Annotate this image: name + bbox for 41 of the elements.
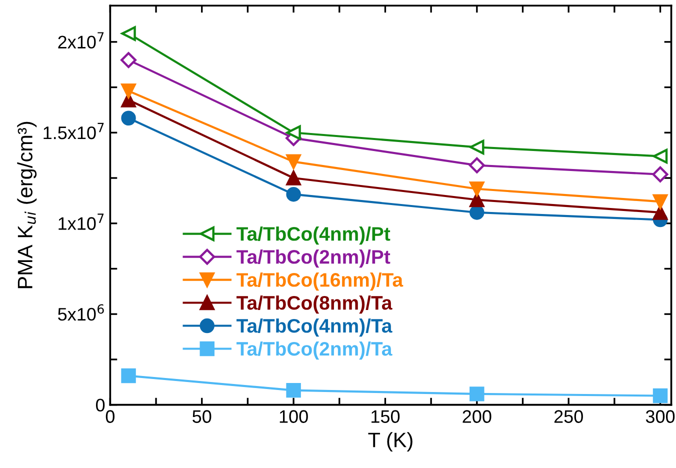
point xyxy=(652,148,668,164)
legend-label: Ta/TbCo(8nm)/Ta xyxy=(236,295,392,314)
y-tick-label: 1.5x10$^{7}$ xyxy=(44,122,104,140)
point xyxy=(652,166,668,182)
point xyxy=(286,154,301,170)
point xyxy=(470,205,484,220)
x-tick-label: 250 xyxy=(554,410,583,423)
legend-label: Ta/TbCo(2nm)/Pt xyxy=(236,250,390,268)
point xyxy=(470,192,484,208)
x-tick-label: 0 xyxy=(106,410,115,423)
point xyxy=(121,368,136,384)
legend-label: Ta/TbCo(4nm)/Ta xyxy=(236,318,392,337)
x-tick-label: 100 xyxy=(280,410,308,423)
legend-label: Ta/TbCo(2nm)/Ta xyxy=(236,341,392,360)
y-tick-label: 1x10$^{7}$ xyxy=(58,214,104,230)
point xyxy=(121,26,136,41)
y-axis-title: PMA K$_{ui}$ (erg/cm³) xyxy=(17,122,37,288)
x-tick-label: 300 xyxy=(646,410,675,423)
point xyxy=(470,140,484,155)
y-tick-label: 0 xyxy=(96,398,105,412)
y-tick-label: 2x10$^{7}$ xyxy=(58,32,104,49)
point xyxy=(120,52,137,68)
point xyxy=(652,388,668,404)
legend-label: Ta/TbCo(4nm)/Pt xyxy=(236,226,390,245)
x-tick-label: 200 xyxy=(462,410,492,423)
legend-label: Ta/TbCo(16nm)/Ta xyxy=(236,272,404,291)
point xyxy=(121,110,136,126)
x-tick-label: 50 xyxy=(192,410,212,423)
point xyxy=(470,386,484,402)
point xyxy=(286,186,301,202)
point xyxy=(286,382,301,398)
point xyxy=(468,157,485,174)
point xyxy=(652,194,668,209)
point xyxy=(286,125,301,140)
point xyxy=(652,205,668,220)
x-axis-title: T (K) xyxy=(368,432,412,452)
point xyxy=(286,170,301,186)
x-tick-label: 150 xyxy=(372,410,400,423)
point xyxy=(121,84,136,98)
y-tick-label: 5x10$^{6}$ xyxy=(58,304,104,321)
point xyxy=(470,182,484,196)
